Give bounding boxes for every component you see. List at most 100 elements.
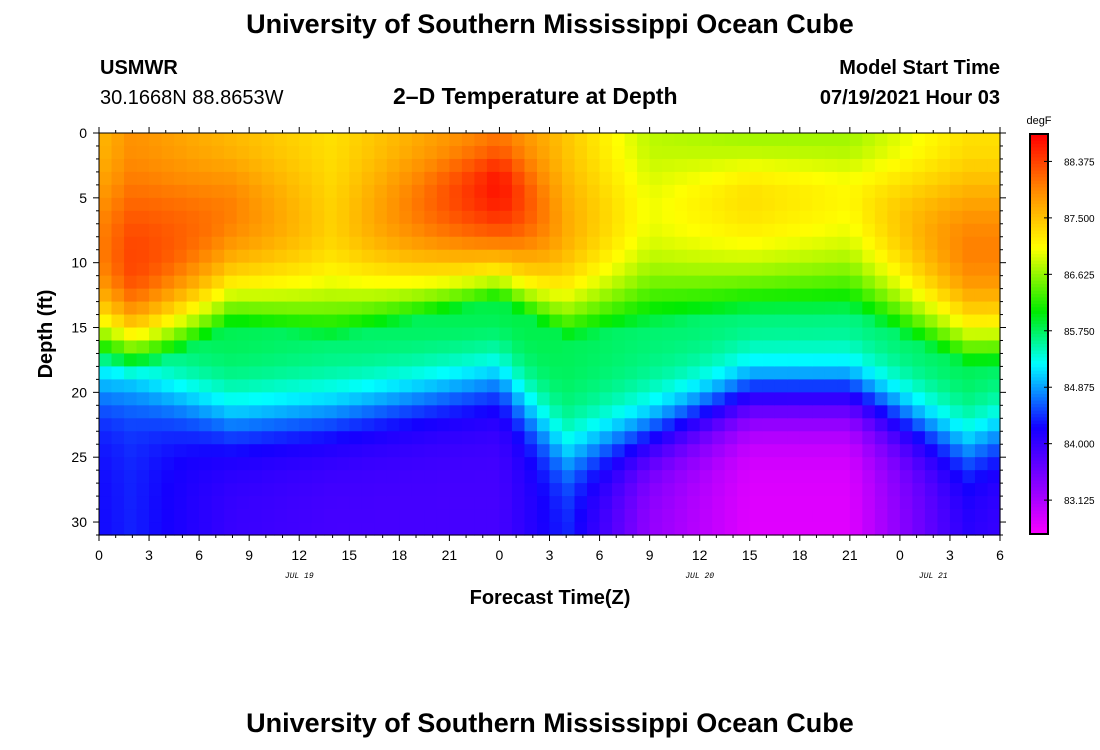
heatmap-cell: [762, 223, 776, 238]
heatmap-cell: [687, 158, 701, 173]
heatmap-cell: [774, 353, 788, 368]
heatmap-cell: [211, 327, 225, 342]
heatmap-cell: [411, 457, 425, 471]
heatmap-cell: [887, 457, 901, 471]
colorbar-segment: [1030, 297, 1048, 302]
heatmap-cell: [974, 509, 989, 523]
heatmap-cell: [937, 236, 951, 251]
heatmap-cell: [562, 509, 576, 523]
heatmap-cell: [149, 392, 163, 406]
heatmap-cell: [224, 405, 238, 419]
heatmap-cell: [637, 158, 651, 173]
heatmap-cell: [749, 392, 763, 406]
heatmap-cell: [274, 353, 288, 368]
heatmap-cell: [724, 197, 738, 212]
heatmap-cell: [249, 379, 263, 393]
heatmap-cell: [912, 353, 926, 368]
heatmap-cell: [599, 145, 613, 160]
heatmap-cell: [587, 288, 601, 303]
heatmap-cell: [374, 262, 388, 277]
heatmap-cell: [599, 418, 613, 432]
heatmap-cell: [662, 405, 676, 419]
heatmap-cell: [624, 197, 638, 212]
heatmap-cell: [549, 158, 563, 173]
heatmap-cell: [549, 288, 563, 303]
heatmap-cell: [974, 366, 989, 380]
heatmap-cell: [649, 496, 663, 510]
heatmap-cell: [461, 210, 476, 225]
heatmap-cell: [411, 223, 425, 238]
heatmap-cell: [662, 431, 676, 445]
heatmap-cell: [762, 457, 776, 471]
heatmap-cell: [486, 145, 501, 160]
heatmap-cell: [399, 223, 413, 238]
heatmap-cell: [311, 509, 325, 523]
heatmap-cell: [461, 522, 476, 536]
x-tick-label: 21: [842, 547, 858, 563]
heatmap-cell: [274, 522, 288, 536]
heatmap-cell: [837, 236, 851, 251]
heatmap-cell: [286, 184, 300, 199]
heatmap-cell: [524, 392, 538, 406]
heatmap-cell: [511, 366, 526, 380]
heatmap-cell: [562, 236, 576, 251]
date-label: JUL 20: [685, 572, 714, 581]
heatmap-cell: [737, 509, 751, 523]
heatmap-cell: [199, 171, 213, 186]
colorbar-segment: [1030, 464, 1048, 468]
heatmap-cell: [474, 496, 488, 510]
heatmap-cell: [712, 184, 726, 199]
heatmap-cell: [599, 405, 613, 419]
heatmap-cell: [399, 184, 413, 199]
heatmap-cell: [124, 392, 138, 406]
heatmap-cell: [224, 379, 238, 393]
heatmap-cell: [849, 184, 863, 199]
heatmap-cell: [349, 392, 363, 406]
heatmap-cell: [461, 133, 476, 147]
heatmap-cell: [199, 340, 213, 355]
heatmap-cell: [749, 275, 763, 290]
heatmap-cell: [374, 210, 388, 225]
heatmap-cell: [361, 210, 375, 225]
heatmap-cell: [887, 392, 901, 406]
heatmap-cell: [374, 236, 388, 251]
heatmap-cell: [499, 236, 513, 251]
heatmap-cell: [912, 288, 926, 303]
heatmap-cell: [962, 470, 976, 484]
heatmap-cell: [749, 262, 763, 277]
heatmap-cell: [824, 366, 838, 380]
heatmap-cell: [211, 145, 225, 160]
heatmap-cell: [712, 262, 726, 277]
heatmap-cell: [111, 431, 125, 445]
heatmap-cell: [787, 301, 801, 316]
heatmap-cell: [912, 197, 926, 212]
heatmap-cell: [286, 249, 300, 264]
heatmap-cell: [662, 509, 676, 523]
heatmap-cell: [249, 509, 263, 523]
heatmap-cell: [649, 431, 663, 445]
heatmap-cell: [286, 275, 300, 290]
heatmap-cell: [486, 327, 501, 342]
heatmap-cell: [399, 483, 413, 497]
heatmap-cell: [511, 444, 526, 458]
heatmap-cell: [536, 133, 551, 147]
heatmap-cell: [511, 145, 526, 160]
heatmap-cell: [924, 301, 939, 316]
heatmap-cell: [336, 314, 350, 329]
heatmap-cell: [874, 509, 888, 523]
heatmap-cell: [411, 184, 425, 199]
heatmap-cell: [124, 184, 138, 199]
heatmap-cell: [787, 171, 801, 186]
colorbar-segment: [1030, 237, 1048, 242]
heatmap-cell: [436, 496, 450, 510]
heatmap-cell: [411, 496, 425, 510]
heatmap-cell: [662, 327, 676, 342]
heatmap-cell: [749, 496, 763, 510]
colorbar-segment: [1030, 144, 1048, 148]
heatmap-cell: [436, 301, 450, 316]
heatmap-cell: [612, 470, 626, 484]
heatmap-cell: [937, 288, 951, 303]
heatmap-cell: [662, 457, 676, 471]
colorbar-tick-label: 83.125: [1064, 496, 1095, 507]
heatmap-cell: [962, 249, 976, 264]
